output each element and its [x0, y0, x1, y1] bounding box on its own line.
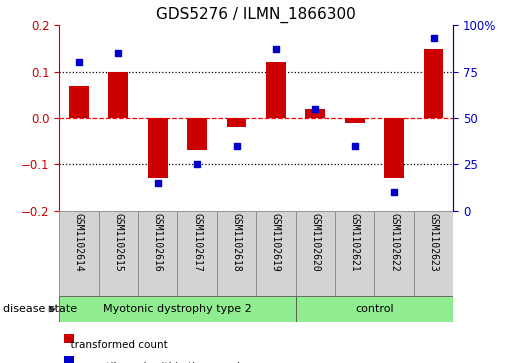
Bar — [345, 118, 365, 123]
Bar — [59, 211, 99, 296]
Bar — [414, 211, 453, 296]
Text: GSM1102618: GSM1102618 — [232, 213, 242, 272]
Text: GSM1102617: GSM1102617 — [192, 213, 202, 272]
Bar — [59, 296, 296, 322]
Bar — [374, 211, 414, 296]
Text: GSM1102616: GSM1102616 — [153, 213, 163, 272]
Text: GSM1102621: GSM1102621 — [350, 213, 359, 272]
Bar — [69, 86, 89, 118]
Bar — [296, 211, 335, 296]
Text: GSM1102620: GSM1102620 — [311, 213, 320, 272]
Point — [114, 50, 123, 56]
Point — [430, 36, 438, 41]
Text: GSM1102619: GSM1102619 — [271, 213, 281, 272]
Title: GDS5276 / ILMN_1866300: GDS5276 / ILMN_1866300 — [157, 7, 356, 23]
Bar — [256, 211, 296, 296]
Bar — [335, 211, 374, 296]
Bar — [138, 211, 177, 296]
Text: GSM1102615: GSM1102615 — [113, 213, 123, 272]
Bar — [266, 62, 286, 118]
Point — [232, 143, 241, 149]
Bar — [177, 211, 217, 296]
Text: disease state: disease state — [3, 304, 77, 314]
Bar — [296, 296, 453, 322]
Bar — [217, 211, 256, 296]
Text: transformed count: transformed count — [64, 340, 168, 350]
Point — [390, 189, 398, 195]
Text: percentile rank within the sample: percentile rank within the sample — [64, 362, 247, 363]
Point — [75, 60, 83, 65]
Text: GSM1102614: GSM1102614 — [74, 213, 84, 272]
Bar — [187, 118, 207, 150]
Bar — [424, 49, 443, 118]
Bar — [384, 118, 404, 178]
Bar — [109, 72, 128, 118]
Point — [153, 180, 162, 186]
Text: Myotonic dystrophy type 2: Myotonic dystrophy type 2 — [103, 304, 252, 314]
Bar — [148, 118, 167, 178]
Point — [311, 106, 319, 112]
Text: GSM1102622: GSM1102622 — [389, 213, 399, 272]
Point — [351, 143, 359, 149]
Text: GSM1102623: GSM1102623 — [428, 213, 438, 272]
Point — [272, 46, 280, 52]
Bar — [305, 109, 325, 118]
Bar — [227, 118, 246, 127]
Bar — [99, 211, 138, 296]
Text: control: control — [355, 304, 393, 314]
Point — [193, 161, 201, 167]
